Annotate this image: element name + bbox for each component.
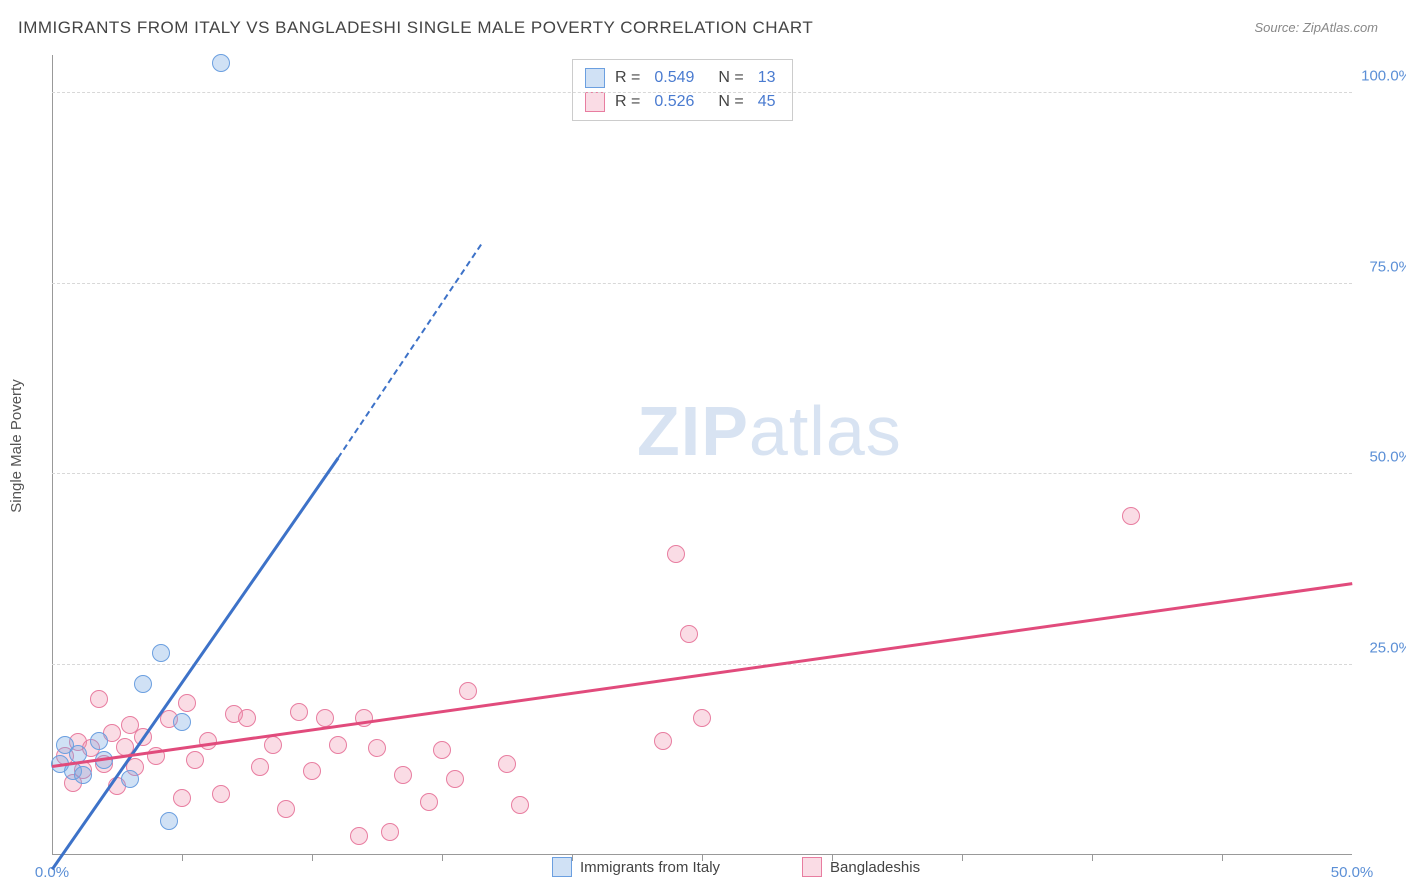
r-label: R = <box>615 93 640 111</box>
n-label: N = <box>718 69 743 87</box>
scatter-point-bangla <box>303 762 321 780</box>
scatter-point-italy <box>160 812 178 830</box>
x-tick-label-max: 50.0% <box>1331 864 1374 881</box>
scatter-point-bangla <box>680 625 698 643</box>
scatter-point-bangla <box>350 827 368 845</box>
scatter-point-bangla <box>316 709 334 727</box>
scatter-point-bangla <box>251 758 269 776</box>
scatter-point-bangla <box>654 732 672 750</box>
scatter-point-bangla <box>368 739 386 757</box>
scatter-point-italy <box>173 713 191 731</box>
scatter-point-bangla <box>277 800 295 818</box>
gridline-h <box>52 92 1352 93</box>
scatter-point-bangla <box>433 741 451 759</box>
x-tick <box>312 855 313 861</box>
source-attribution: Source: ZipAtlas.com <box>1254 20 1378 35</box>
scatter-point-bangla <box>381 823 399 841</box>
legend-swatch-bangla <box>802 857 822 877</box>
scatter-point-bangla <box>173 789 191 807</box>
scatter-point-bangla <box>693 709 711 727</box>
scatter-point-bangla <box>1122 507 1140 525</box>
y-tick-label: 75.0% <box>1369 258 1406 275</box>
legend-bangla: Bangladeshis <box>802 857 920 877</box>
x-tick <box>702 855 703 861</box>
scatter-point-bangla <box>329 736 347 754</box>
trendline-italy-dash <box>337 244 482 458</box>
chart-title: IMMIGRANTS FROM ITALY VS BANGLADESHI SIN… <box>18 18 813 38</box>
r-value-italy: 0.549 <box>654 69 694 87</box>
n-label: N = <box>718 93 743 111</box>
scatter-point-bangla <box>178 694 196 712</box>
x-tick <box>442 855 443 861</box>
correlation-row-bangla: R = 0.526 N = 45 <box>585 90 780 114</box>
legend-swatch-italy <box>552 857 572 877</box>
r-label: R = <box>615 69 640 87</box>
y-tick-label: 25.0% <box>1369 639 1406 656</box>
gridline-h <box>52 664 1352 665</box>
legend-label-italy: Immigrants from Italy <box>580 859 720 876</box>
watermark-zip: ZIP <box>637 392 749 470</box>
correlation-row-italy: R = 0.549 N = 13 <box>585 66 780 90</box>
scatter-plot-area: ZIPatlas R = 0.549 N = 13 R = 0.526 N = … <box>52 55 1352 855</box>
scatter-point-bangla <box>238 709 256 727</box>
watermark: ZIPatlas <box>637 391 902 471</box>
n-value-italy: 13 <box>758 69 776 87</box>
swatch-italy <box>585 68 605 88</box>
scatter-point-bangla <box>420 793 438 811</box>
trendline-bangla <box>52 582 1352 767</box>
legend-label-bangla: Bangladeshis <box>830 859 920 876</box>
scatter-point-bangla <box>394 766 412 784</box>
scatter-point-bangla <box>186 751 204 769</box>
scatter-point-bangla <box>511 796 529 814</box>
scatter-point-italy <box>90 732 108 750</box>
correlation-legend-box: R = 0.549 N = 13 R = 0.526 N = 45 <box>572 59 793 121</box>
scatter-point-bangla <box>212 785 230 803</box>
scatter-point-italy <box>152 644 170 662</box>
r-value-bangla: 0.526 <box>654 93 694 111</box>
scatter-point-bangla <box>459 682 477 700</box>
scatter-point-italy <box>74 766 92 784</box>
x-tick <box>832 855 833 861</box>
y-axis-label: Single Male Poverty <box>8 379 25 512</box>
y-axis-line <box>52 55 53 855</box>
x-tick <box>1222 855 1223 861</box>
n-value-bangla: 45 <box>758 93 776 111</box>
x-tick <box>1092 855 1093 861</box>
scatter-point-italy <box>212 54 230 72</box>
gridline-h <box>52 473 1352 474</box>
y-tick-label: 100.0% <box>1361 68 1406 85</box>
scatter-point-italy <box>134 675 152 693</box>
x-tick <box>182 855 183 861</box>
x-tick <box>572 855 573 861</box>
swatch-bangla <box>585 92 605 112</box>
scatter-point-bangla <box>264 736 282 754</box>
scatter-point-bangla <box>290 703 308 721</box>
y-tick-label: 50.0% <box>1369 449 1406 466</box>
gridline-h <box>52 283 1352 284</box>
scatter-point-bangla <box>90 690 108 708</box>
scatter-point-italy <box>121 770 139 788</box>
legend-italy: Immigrants from Italy <box>552 857 720 877</box>
watermark-atlas: atlas <box>749 392 902 470</box>
scatter-point-bangla <box>199 732 217 750</box>
x-tick <box>962 855 963 861</box>
scatter-point-bangla <box>667 545 685 563</box>
scatter-point-bangla <box>446 770 464 788</box>
scatter-point-bangla <box>498 755 516 773</box>
